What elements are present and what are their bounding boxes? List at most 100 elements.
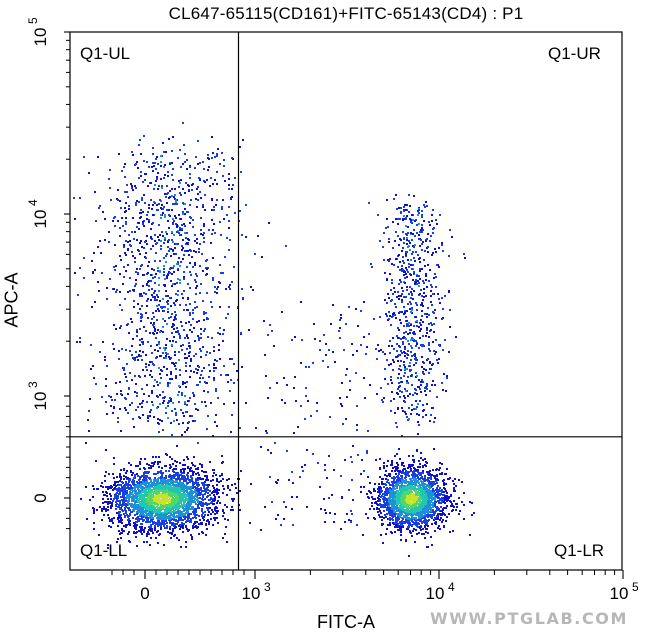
data-point: [211, 219, 213, 221]
data-point: [218, 281, 220, 283]
data-point: [124, 191, 126, 193]
data-point: [167, 300, 169, 302]
data-point: [156, 344, 158, 346]
data-point: [146, 510, 148, 512]
data-point: [175, 412, 177, 414]
data-point: [148, 219, 150, 221]
data-point: [163, 357, 165, 359]
data-point: [184, 401, 186, 403]
data-point: [99, 240, 101, 242]
data-point: [173, 220, 175, 222]
data-point: [196, 514, 198, 516]
data-point: [155, 537, 157, 539]
data-point: [135, 536, 137, 538]
data-point: [107, 503, 109, 505]
data-point: [151, 392, 153, 394]
data-point: [139, 350, 141, 352]
data-point: [167, 171, 169, 173]
data-point: [129, 491, 131, 493]
data-point: [176, 231, 178, 233]
data-point: [154, 162, 156, 164]
data-point: [182, 519, 184, 521]
data-point: [154, 202, 156, 204]
data-point: [118, 493, 120, 495]
data-point: [132, 517, 134, 519]
data-point: [159, 199, 161, 201]
data-point: [197, 497, 199, 499]
data-point: [179, 489, 181, 491]
data-point: [222, 509, 224, 511]
data-point: [383, 467, 385, 469]
data-point: [150, 409, 152, 411]
data-point: [102, 486, 104, 488]
data-point: [79, 197, 81, 199]
data-point: [143, 487, 145, 489]
data-point: [140, 293, 142, 295]
data-point: [198, 320, 200, 322]
data-point: [159, 331, 161, 333]
data-point: [129, 478, 131, 480]
data-point: [156, 481, 158, 483]
data-point: [189, 173, 191, 175]
data-point: [174, 247, 176, 249]
data-point: [112, 500, 114, 502]
data-point: [188, 345, 190, 347]
data-point: [153, 484, 155, 486]
data-point: [135, 351, 137, 353]
data-point: [164, 174, 166, 176]
data-point: [132, 418, 134, 420]
data-point: [141, 199, 143, 201]
data-point: [181, 490, 183, 492]
data-point: [441, 491, 443, 493]
data-point: [165, 352, 167, 354]
data-point: [114, 269, 116, 271]
data-point: [179, 369, 181, 371]
data-point: [255, 427, 257, 429]
data-point: [129, 372, 131, 374]
data-point: [196, 206, 198, 208]
data-point: [195, 480, 197, 482]
data-point: [134, 185, 136, 187]
data-point: [427, 516, 429, 518]
data-point: [410, 532, 412, 534]
data-point: [141, 503, 143, 505]
data-point: [163, 206, 165, 208]
data-point: [195, 353, 197, 355]
data-point: [196, 242, 198, 244]
data-point: [226, 494, 228, 496]
data-point: [149, 374, 151, 376]
data-point: [202, 377, 204, 379]
data-point: [173, 420, 175, 422]
data-point: [216, 488, 218, 490]
data-point: [197, 467, 199, 469]
data-point: [223, 159, 225, 161]
data-point: [207, 336, 209, 338]
data-point: [132, 472, 134, 474]
data-point: [187, 283, 189, 285]
data-point: [205, 491, 207, 493]
data-point: [162, 352, 164, 354]
data-point: [157, 530, 159, 532]
data-point: [213, 209, 215, 211]
data-point: [178, 180, 180, 182]
data-point: [159, 271, 161, 273]
data-point: [164, 193, 166, 195]
data-point: [202, 494, 204, 496]
data-point: [183, 276, 185, 278]
data-point: [178, 513, 180, 515]
data-point: [135, 271, 137, 273]
data-point: [204, 489, 206, 491]
data-point: [122, 510, 124, 512]
data-point: [437, 485, 439, 487]
data-point: [439, 467, 441, 469]
data-point: [111, 486, 113, 488]
data-point: [89, 398, 91, 400]
data-point: [203, 319, 205, 321]
data-point: [140, 493, 142, 495]
data-point: [131, 185, 133, 187]
data-point: [153, 488, 155, 490]
data-point: [152, 532, 154, 534]
data-point: [159, 499, 161, 501]
data-point: [135, 283, 137, 285]
data-point: [142, 400, 144, 402]
